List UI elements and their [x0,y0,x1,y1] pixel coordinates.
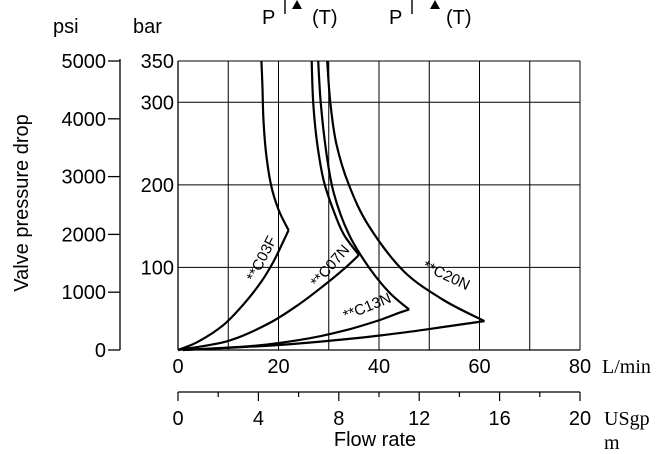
lmin-tick-label: 40 [368,356,390,378]
series-curve-c20n-1 [182,320,485,352]
series-group: **C03F **C07N**C13N**C20N [177,60,485,352]
psi-unit-label: psi [53,16,79,38]
usgpm-tick-label: 12 [408,408,430,430]
psi-tick-label: 4000 [62,109,107,131]
lmin-tick-label: 0 [172,356,183,378]
lmin-tick-label: 80 [569,356,591,378]
usgpm-tick-label: 16 [488,408,510,430]
port-t-label-2: (T) [446,7,472,29]
bar-tick-label: 300 [141,92,174,114]
usgpm-unit-label-line2: m [604,432,620,454]
series-label-c13n: **C13N [341,290,394,325]
psi-axis: 0 1000 2000 3000 4000 5000 [62,51,121,362]
bar-unit-label: bar [133,16,162,38]
psi-tick-label: 5000 [62,51,107,73]
psi-tick-label: 0 [95,340,106,362]
port-symbol-1: P (T) [262,0,338,29]
usgpm-tick-label: 8 [333,408,344,430]
lmin-unit-label: L/min [602,356,651,378]
series-curve-c13n-2 [317,60,410,311]
x-axis-title: Flow rate [334,429,416,451]
grid [178,60,581,350]
bar-tick-label: 350 [141,51,174,73]
psi-tick-label: 3000 [62,167,107,189]
bar-tick-label: 100 [141,257,174,279]
usgpm-tick-label: 20 [569,408,591,430]
port-p-label-2: P [389,7,402,29]
usgpm-tick-label: 4 [253,408,264,430]
header-symbols: P (T) P (T) [262,0,472,29]
lmin-tick-label: 60 [468,356,490,378]
usgpm-unit-label-line1: USgp [604,408,650,430]
series-curve-c07n-1 [177,254,360,352]
series-curve-c07n-2 [310,60,360,256]
usgpm-axis: 0 4 8 12 16 20 [172,391,591,430]
port-p-label-1: P [262,7,275,29]
y-axis-title: Valve pressure drop [11,114,33,292]
port-symbol-2: P (T) [389,0,472,29]
lmin-axis: 0 20 40 60 80 [172,349,591,378]
arrow-up-icon [292,0,302,9]
series-label-c20n: **C20N [420,257,473,294]
psi-tick-label: 2000 [62,224,107,246]
bar-axis: 100 200 300 350 [141,51,179,350]
lmin-tick-label: 20 [267,356,289,378]
series-curve-c20n-2 [326,60,485,323]
port-t-label-1: (T) [312,7,338,29]
usgpm-tick-label: 0 [172,408,183,430]
series-curve-c03f-2 [260,60,290,231]
psi-tick-label: 1000 [62,282,107,304]
bar-tick-label: 200 [141,175,174,197]
series-curve-c03f-1 [177,229,290,352]
arrow-up-icon [430,0,440,9]
